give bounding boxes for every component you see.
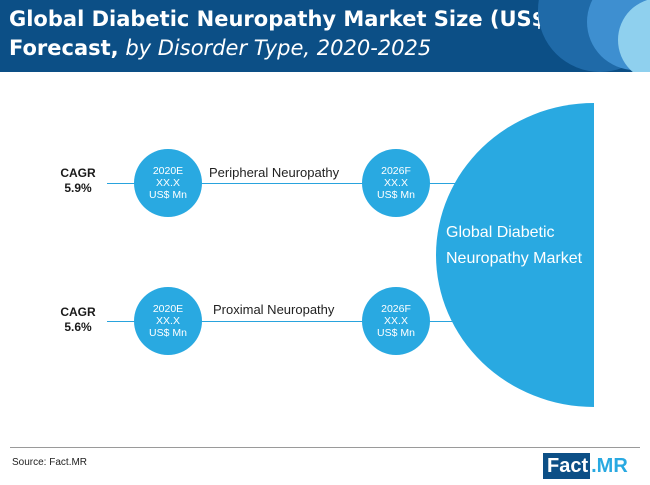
source-note: Source: Fact.MR xyxy=(12,457,88,468)
cagr-label: CAGR xyxy=(60,166,96,180)
cagr-value: 5.9% xyxy=(64,181,92,195)
circle-year: 2026F xyxy=(381,303,411,315)
brand-mr: .MR xyxy=(591,455,628,477)
circle-unit: US$ Mn xyxy=(149,189,187,201)
brand-fact: Fact xyxy=(543,453,591,479)
deco-circle-light xyxy=(618,0,650,72)
circle-year: 2020E xyxy=(152,303,184,315)
header-decoration xyxy=(538,0,650,72)
circle-value: XX.X xyxy=(384,315,408,327)
circle-peripheral-2026: 2026F XX.X US$ Mn xyxy=(362,149,430,217)
row-connector-peripheral xyxy=(107,183,459,184)
circle-unit: US$ Mn xyxy=(377,327,415,339)
circle-value: XX.X xyxy=(156,315,180,327)
page-title: Global Diabetic Neuropathy Market Size (… xyxy=(9,5,599,63)
header-banner: Global Diabetic Neuropathy Market Size (… xyxy=(0,0,650,72)
footer-divider xyxy=(10,447,640,448)
brand-logo: Fact .MR xyxy=(543,453,628,479)
cagr-label: CAGR xyxy=(60,305,96,319)
title-forecast: Forecast, xyxy=(9,36,119,60)
circle-year: 2026F xyxy=(381,165,411,177)
title-line-2: Forecast, by Disorder Type, 2020-2025 xyxy=(9,34,599,63)
cagr-peripheral: CAGR 5.9% xyxy=(48,166,108,196)
circle-value: XX.X xyxy=(384,177,408,189)
global-market-shape xyxy=(436,103,594,407)
title-subtitle: by Disorder Type, 2020-2025 xyxy=(118,36,432,60)
circle-unit: US$ Mn xyxy=(149,327,187,339)
segment-label-proximal: Proximal Neuropathy xyxy=(208,302,340,318)
cagr-value: 5.6% xyxy=(64,320,92,334)
circle-value: XX.X xyxy=(156,177,180,189)
global-market-label: Global Diabetic Neuropathy Market xyxy=(446,220,582,272)
circle-proximal-2020: 2020E XX.X US$ Mn xyxy=(134,287,202,355)
segment-label-peripheral: Peripheral Neuropathy xyxy=(204,165,345,181)
circle-proximal-2026: 2026F XX.X US$ Mn xyxy=(362,287,430,355)
cagr-proximal: CAGR 5.6% xyxy=(48,305,108,335)
market-label-line1: Global Diabetic xyxy=(446,224,555,241)
circle-year: 2020E xyxy=(152,165,184,177)
circle-peripheral-2020: 2020E XX.X US$ Mn xyxy=(134,149,202,217)
title-line-1: Global Diabetic Neuropathy Market Size (… xyxy=(9,7,600,31)
circle-unit: US$ Mn xyxy=(377,189,415,201)
market-label-line2: Neuropathy Market xyxy=(446,250,583,267)
row-connector-proximal xyxy=(107,321,459,322)
